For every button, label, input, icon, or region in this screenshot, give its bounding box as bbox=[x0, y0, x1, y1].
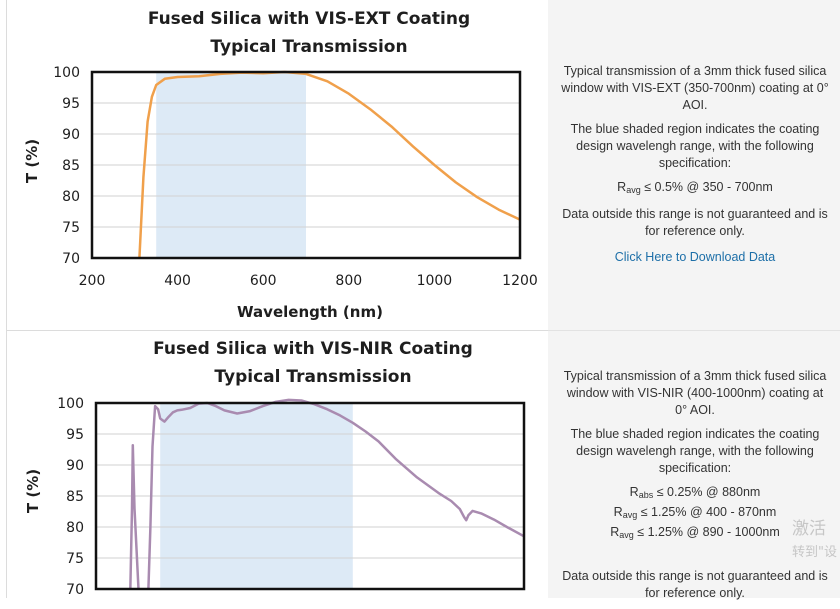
vis-ext-transmission-chart: Fused Silica with VIS-EXT Coating Typical… bbox=[23, 9, 538, 321]
y-tick-label: 80 bbox=[66, 520, 84, 536]
vis-ext-disclaimer: Data outside this range is not guarantee… bbox=[562, 207, 828, 238]
y-tick-label: 90 bbox=[66, 458, 84, 474]
vis-ext-spec-line: Ravg ≤ 0.5% @ 350 - 700nm bbox=[617, 180, 773, 195]
watermark-line: 转到"设 bbox=[792, 545, 837, 560]
x-tick-label: 600 bbox=[250, 273, 277, 289]
x-tick-label: 1200 bbox=[502, 273, 538, 289]
vis-nir-disclaimer: Data outside this range is not guarantee… bbox=[562, 569, 828, 600]
y-tick-label: 85 bbox=[66, 489, 84, 505]
vis-ext-info-panel: Typical transmission of a 3mm thick fuse… bbox=[548, 0, 840, 331]
x-tick-label: 200 bbox=[79, 273, 106, 289]
vis-nir-description: Typical transmission of a 3mm thick fuse… bbox=[563, 369, 827, 417]
download-data-link[interactable]: Click Here to Download Data bbox=[614, 250, 776, 264]
chart-subtitle: Typical Transmission bbox=[210, 37, 407, 57]
x-tick-label: 800 bbox=[335, 273, 362, 289]
chart-title: Fused Silica with VIS-EXT Coating bbox=[148, 9, 470, 29]
x-tick-label: 1000 bbox=[417, 273, 453, 289]
vis-ext-shading-note: The blue shaded region indicates the coa… bbox=[570, 122, 820, 170]
x-tick-label: 400 bbox=[164, 273, 191, 289]
y-tick-label: 95 bbox=[62, 96, 80, 112]
vis-nir-chart-panel: Fused Silica with VIS-NIR Coating Typical… bbox=[6, 331, 549, 598]
y-tick-label: 100 bbox=[53, 65, 80, 81]
vis-nir-spec-line: Ravg ≤ 1.25% @ 400 - 870nm bbox=[613, 505, 777, 520]
x-axis-label: Wavelength (nm) bbox=[237, 303, 383, 321]
y-tick-label: 85 bbox=[62, 158, 80, 174]
y-tick-label: 75 bbox=[66, 551, 84, 567]
chart-title: Fused Silica with VIS-NIR Coating bbox=[153, 339, 473, 359]
chart-subtitle: Typical Transmission bbox=[214, 367, 411, 387]
y-tick-label: 95 bbox=[66, 427, 84, 443]
vis-nir-info-panel: Typical transmission of a 3mm thick fuse… bbox=[548, 331, 840, 600]
vis-nir-shading-note: The blue shaded region indicates the coa… bbox=[570, 427, 820, 475]
plot-frame bbox=[90, 70, 522, 260]
y-tick-label: 90 bbox=[62, 127, 80, 143]
vis-nir-section: Fused Silica with VIS-NIR Coating Typical… bbox=[0, 331, 840, 600]
activation-watermark: 激活 转到"设 bbox=[792, 517, 837, 565]
y-tick-label: 70 bbox=[66, 582, 84, 598]
watermark-line: 激活 bbox=[792, 519, 826, 539]
plot-frame bbox=[94, 401, 526, 591]
vis-nir-transmission-chart: Fused Silica with VIS-NIR Coating Typical… bbox=[24, 339, 526, 598]
y-axis-label: T (%) bbox=[24, 469, 42, 513]
y-tick-label: 100 bbox=[57, 396, 84, 412]
vis-nir-spec-line: Rabs ≤ 0.25% @ 880nm bbox=[629, 485, 761, 500]
vis-ext-chart-panel: Fused Silica with VIS-EXT Coating Typical… bbox=[6, 0, 549, 331]
y-tick-label: 75 bbox=[62, 220, 80, 236]
y-tick-label: 70 bbox=[62, 251, 80, 267]
y-tick-label: 80 bbox=[62, 189, 80, 205]
transmission-series-line bbox=[129, 398, 524, 589]
y-axis-label: T (%) bbox=[23, 139, 41, 183]
vis-nir-spec-line: Ravg ≤ 1.25% @ 890 - 1000nm bbox=[610, 525, 780, 540]
vis-ext-description: Typical transmission of a 3mm thick fuse… bbox=[561, 64, 829, 112]
vis-ext-section: Fused Silica with VIS-EXT Coating Typical… bbox=[6, 0, 840, 331]
